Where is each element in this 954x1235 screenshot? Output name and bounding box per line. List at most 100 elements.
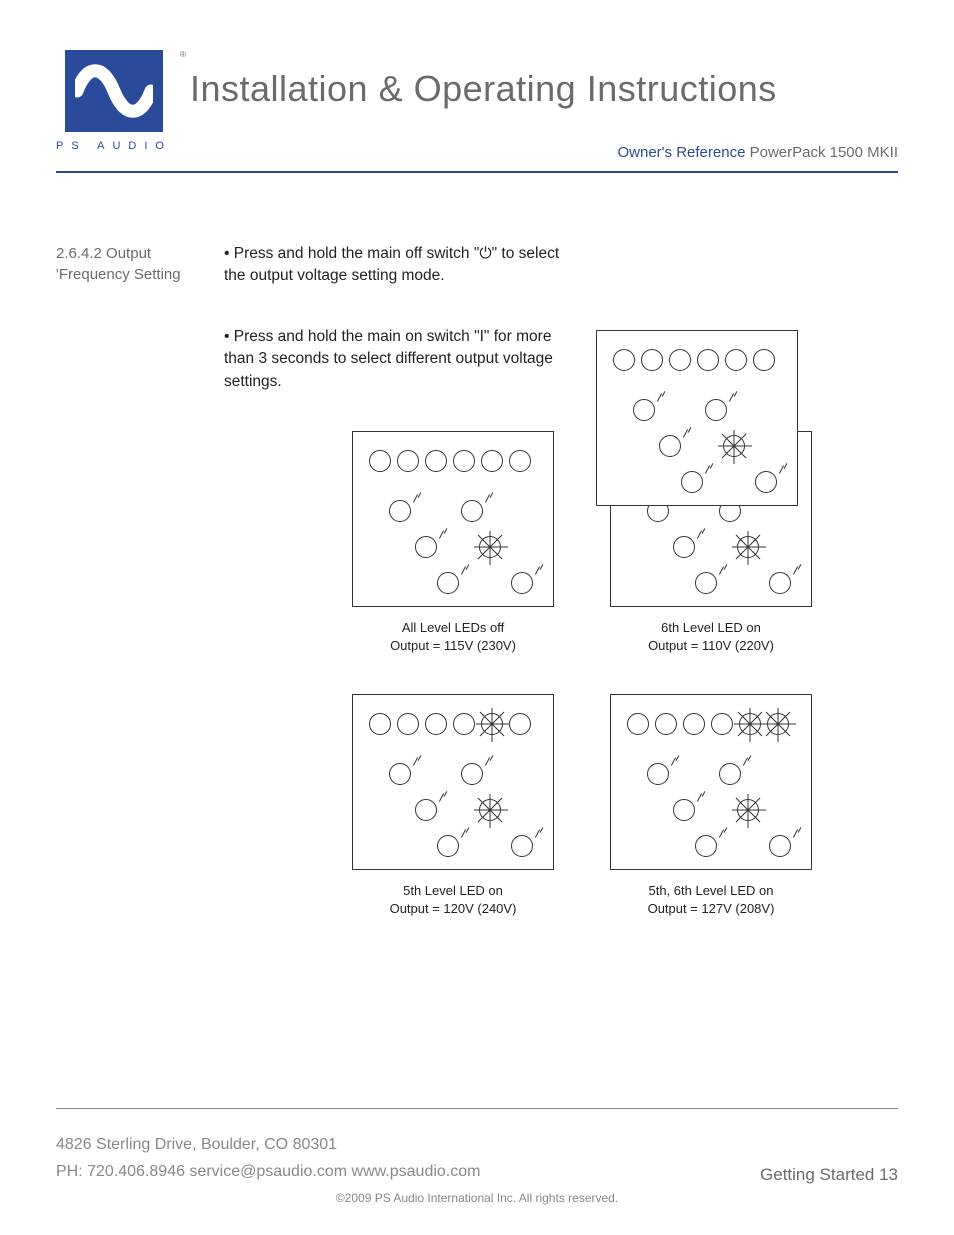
indicator-bulb-3 <box>415 799 437 821</box>
level-led-6 <box>509 450 531 472</box>
indicator-bulb-1 <box>389 763 411 785</box>
indicator-bulb-6 <box>769 572 791 594</box>
tick-mark-3 <box>439 799 449 809</box>
level-led-3 <box>425 450 447 472</box>
tick-mark-3 <box>439 536 449 546</box>
diagram-d-box <box>610 694 812 870</box>
section-number: 2.6.4.2 <box>56 245 102 262</box>
level-led-2 <box>397 450 419 472</box>
level-led-6 <box>767 713 789 735</box>
level-led-5 <box>725 349 747 371</box>
tick-mark-3 <box>697 799 707 809</box>
level-led-6 <box>753 349 775 371</box>
led-row <box>627 713 789 735</box>
level-led-1 <box>369 450 391 472</box>
diagram-a: All Level LEDs off Output = 115V (230V) <box>352 431 554 654</box>
indicator-bulb-4 <box>723 435 745 457</box>
section-heading: 2.6.4.2 Output 'Frequency Setting <box>56 243 206 918</box>
indicator-bulb-4 <box>479 536 501 558</box>
indicator-bulb-2 <box>461 763 483 785</box>
diagram-col-left: All Level LEDs off Output = 115V (230V) … <box>352 431 554 917</box>
indicator-bulb-2 <box>705 399 727 421</box>
footer-copyright: ©2009 PS Audio International Inc. All ri… <box>56 1191 898 1205</box>
tick-mark-2 <box>485 500 495 510</box>
footer-page-label: Getting Started 13 <box>760 1165 898 1185</box>
level-led-2 <box>397 713 419 735</box>
indicator-bulb-3 <box>673 536 695 558</box>
tick-mark-6 <box>535 835 545 845</box>
owners-reference-line: Owner's Reference PowerPack 1500 MKII <box>190 144 898 161</box>
diagram-d-caption: 5th, 6th Level LED on Output = 127V (208… <box>610 882 812 917</box>
tick-mark-6 <box>535 572 545 582</box>
page-footer: 4826 Sterling Drive, Boulder, CO 80301 P… <box>56 1108 898 1205</box>
indicator-bulb-5 <box>695 572 717 594</box>
indicator-bulb-4 <box>737 799 759 821</box>
level-led-5 <box>481 713 503 735</box>
diagram-b-caption-1: 6th Level LED on <box>610 619 812 637</box>
brand-logo-block: PS AUDIO <box>56 50 172 152</box>
diagram-d-caption-1: 5th, 6th Level LED on <box>610 882 812 900</box>
level-led-3 <box>683 713 705 735</box>
page-title: Installation & Operating Instructions <box>190 68 898 110</box>
level-led-1 <box>627 713 649 735</box>
diagram-a-caption: All Level LEDs off Output = 115V (230V) <box>352 619 554 654</box>
tick-mark-1 <box>671 763 681 773</box>
tick-mark-5 <box>461 572 471 582</box>
led-row <box>369 713 531 735</box>
tick-mark-5 <box>705 471 715 481</box>
header-main: ® Installation & Operating Instructions … <box>190 50 898 161</box>
level-led-5 <box>481 450 503 472</box>
indicator-bulb-6 <box>769 835 791 857</box>
footer-phone-email: PH: 720.406.8946 service@psaudio.com www… <box>56 1158 480 1185</box>
instruction-1: • Press and hold the main off switch "⏻"… <box>224 243 579 288</box>
sine-wave-icon <box>75 60 153 122</box>
led-row <box>613 349 775 371</box>
tick-mark-2 <box>743 763 753 773</box>
hero-diagram <box>596 330 798 506</box>
indicator-bulb-4 <box>737 536 759 558</box>
tick-mark-6 <box>779 471 789 481</box>
diagram-d: 5th, 6th Level LED on Output = 127V (208… <box>610 694 812 917</box>
product-name: PowerPack 1500 MKII <box>750 144 898 161</box>
footer-address: 4826 Sterling Drive, Boulder, CO 80301 <box>56 1131 480 1158</box>
tick-mark-2 <box>485 763 495 773</box>
brand-logo <box>65 50 163 132</box>
indicator-bulb-1 <box>389 500 411 522</box>
indicator-bulb-1 <box>633 399 655 421</box>
diagram-c-caption-1: 5th Level LED on <box>352 882 554 900</box>
indicator-bulb-6 <box>755 471 777 493</box>
diagram-c-caption-2: Output = 120V (240V) <box>352 900 554 918</box>
diagram-c: 5th Level LED on Output = 120V (240V) <box>352 694 554 917</box>
level-led-1 <box>369 713 391 735</box>
footer-contact: 4826 Sterling Drive, Boulder, CO 80301 P… <box>56 1131 480 1185</box>
diagram-d-caption-2: Output = 127V (208V) <box>610 900 812 918</box>
indicator-bulb-5 <box>681 471 703 493</box>
tick-mark-2 <box>729 399 739 409</box>
level-led-4 <box>711 713 733 735</box>
diagram-c-box <box>352 694 554 870</box>
level-led-1 <box>613 349 635 371</box>
indicator-bulb-5 <box>437 835 459 857</box>
level-led-2 <box>641 349 663 371</box>
tick-mark-3 <box>683 435 693 445</box>
tick-mark-1 <box>413 763 423 773</box>
tick-mark-3 <box>697 536 707 546</box>
diagram-a-caption-1: All Level LEDs off <box>352 619 554 637</box>
level-led-3 <box>425 713 447 735</box>
indicator-bulb-6 <box>511 835 533 857</box>
led-row <box>369 450 531 472</box>
indicator-bulb-2 <box>461 500 483 522</box>
hero-diagram-box <box>596 330 798 506</box>
footer-row: 4826 Sterling Drive, Boulder, CO 80301 P… <box>56 1131 898 1185</box>
tick-mark-5 <box>461 835 471 845</box>
tick-mark-5 <box>719 835 729 845</box>
diagram-b-caption: 6th Level LED on Output = 110V (220V) <box>610 619 812 654</box>
diagram-c-caption: 5th Level LED on Output = 120V (240V) <box>352 882 554 917</box>
indicator-bulb-5 <box>695 835 717 857</box>
tick-mark-1 <box>413 500 423 510</box>
tick-mark-5 <box>719 572 729 582</box>
indicator-bulb-1 <box>647 763 669 785</box>
brand-name: PS AUDIO <box>56 140 172 152</box>
indicator-bulb-3 <box>659 435 681 457</box>
diagram-b-caption-2: Output = 110V (220V) <box>610 637 812 655</box>
